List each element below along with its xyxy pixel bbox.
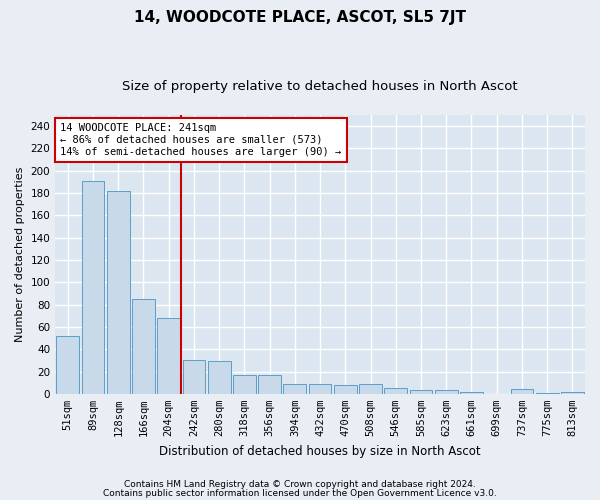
Bar bbox=[82, 181, 104, 394]
Text: Contains public sector information licensed under the Open Government Licence v3: Contains public sector information licen… bbox=[103, 489, 497, 498]
Bar bbox=[107, 191, 130, 394]
Bar bbox=[182, 360, 205, 394]
Text: Contains HM Land Registry data © Crown copyright and database right 2024.: Contains HM Land Registry data © Crown c… bbox=[124, 480, 476, 489]
Bar bbox=[309, 384, 331, 394]
Bar bbox=[435, 390, 458, 394]
Bar bbox=[233, 375, 256, 394]
Bar bbox=[511, 390, 533, 394]
Bar bbox=[208, 362, 230, 394]
Bar bbox=[56, 336, 79, 394]
Bar bbox=[536, 392, 559, 394]
Bar bbox=[561, 392, 584, 394]
Bar bbox=[157, 318, 180, 394]
Bar bbox=[385, 388, 407, 394]
X-axis label: Distribution of detached houses by size in North Ascot: Distribution of detached houses by size … bbox=[159, 444, 481, 458]
Bar bbox=[460, 392, 483, 394]
Y-axis label: Number of detached properties: Number of detached properties bbox=[15, 166, 25, 342]
Title: Size of property relative to detached houses in North Ascot: Size of property relative to detached ho… bbox=[122, 80, 518, 93]
Text: 14 WOODCOTE PLACE: 241sqm
← 86% of detached houses are smaller (573)
14% of semi: 14 WOODCOTE PLACE: 241sqm ← 86% of detac… bbox=[61, 124, 342, 156]
Bar bbox=[334, 385, 356, 394]
Text: 14, WOODCOTE PLACE, ASCOT, SL5 7JT: 14, WOODCOTE PLACE, ASCOT, SL5 7JT bbox=[134, 10, 466, 25]
Bar bbox=[359, 384, 382, 394]
Bar bbox=[258, 375, 281, 394]
Bar bbox=[132, 299, 155, 394]
Bar bbox=[410, 390, 433, 394]
Bar bbox=[283, 384, 306, 394]
